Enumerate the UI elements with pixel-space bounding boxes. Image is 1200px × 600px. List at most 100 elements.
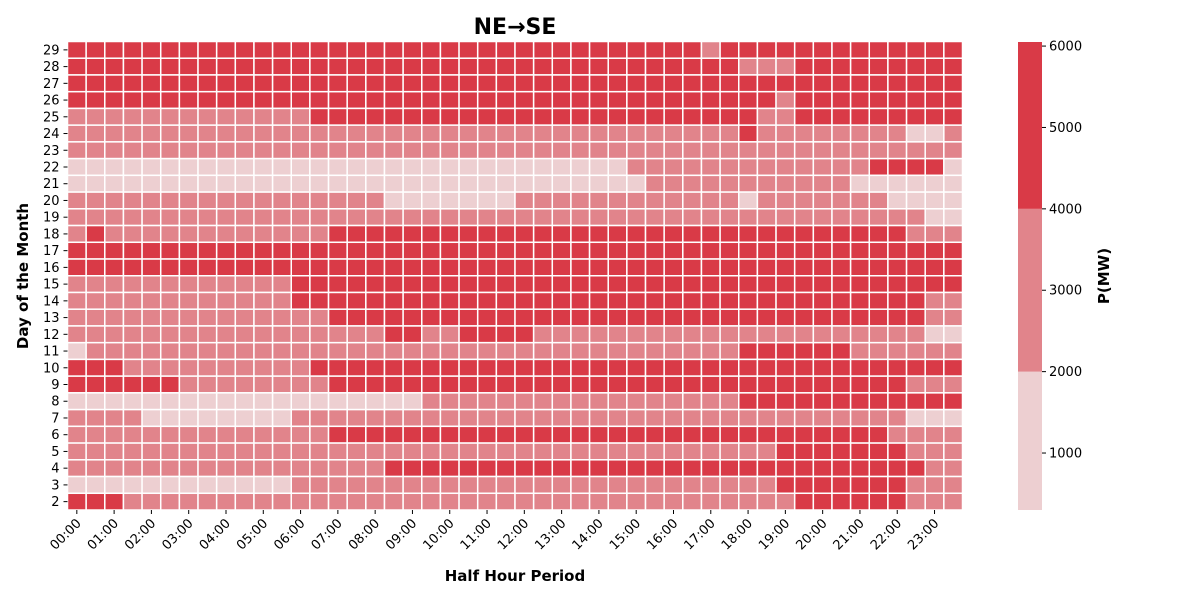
heatmap-cell [85, 191, 106, 210]
heatmap-cell [141, 408, 162, 428]
heatmap-cell [159, 141, 181, 160]
heatmap-cell [327, 258, 348, 277]
heatmap-cell [365, 325, 386, 344]
heatmap-cell [402, 191, 423, 210]
heatmap-cell [402, 174, 423, 193]
y-tick-label: 19 [43, 211, 60, 226]
heatmap-cell [756, 291, 777, 310]
heatmap-cell [66, 258, 87, 277]
heatmap-cell [85, 57, 106, 76]
heatmap-cell [626, 208, 647, 227]
heatmap-cell [141, 475, 162, 495]
heatmap-cell [141, 174, 162, 193]
chart-title: NE→SE [474, 15, 557, 40]
heatmap-cell [495, 291, 516, 310]
heatmap-cell [551, 459, 572, 478]
heatmap-cell [271, 40, 293, 59]
heatmap-cell [476, 442, 498, 461]
heatmap-cell [458, 425, 479, 444]
heatmap-cell [383, 408, 404, 428]
heatmap-cell [159, 275, 181, 294]
heatmap-cell [309, 341, 330, 361]
heatmap-cell [905, 74, 926, 93]
heatmap-cell [197, 191, 218, 210]
heatmap-cell [588, 90, 609, 110]
heatmap-cell [290, 224, 311, 244]
heatmap-cell [122, 475, 143, 495]
heatmap-cell [85, 157, 106, 177]
heatmap-cell [514, 492, 535, 511]
heatmap-cell [532, 308, 554, 327]
heatmap-cell [514, 157, 535, 177]
y-tick-label: 8 [51, 395, 59, 410]
heatmap-cell [607, 475, 628, 495]
heatmap-cell [551, 124, 572, 143]
heatmap-cell [924, 124, 945, 143]
heatmap-cell [570, 57, 591, 76]
heatmap-cell [476, 375, 498, 394]
heatmap-cell [458, 358, 479, 377]
heatmap-cell [346, 442, 367, 461]
heatmap-cell [327, 392, 348, 411]
heatmap-cell [234, 174, 255, 193]
heatmap-cell [719, 141, 740, 160]
y-tick-label: 13 [43, 311, 60, 326]
heatmap-cell [253, 475, 274, 495]
heatmap-cell [551, 174, 572, 193]
heatmap-cell [588, 358, 609, 377]
heatmap-cell [458, 107, 479, 126]
heatmap-cell [458, 174, 479, 193]
heatmap-cell [159, 341, 181, 361]
heatmap-cell [868, 57, 889, 76]
heatmap-cell [924, 392, 945, 411]
heatmap-cell [159, 224, 181, 244]
heatmap-cell [122, 57, 143, 76]
heatmap-cell [924, 191, 945, 210]
heatmap-cell [700, 475, 721, 495]
heatmap-cell [588, 141, 609, 160]
heatmap-cell [644, 141, 665, 160]
heatmap-cell [290, 325, 311, 344]
heatmap-cell [700, 141, 721, 160]
heatmap-cell [234, 57, 255, 76]
heatmap-cell [439, 341, 460, 361]
heatmap-cell [924, 258, 945, 277]
heatmap-cell [700, 375, 721, 394]
x-tick-label: 01:00 [85, 516, 122, 553]
heatmap-cell [738, 74, 759, 93]
heatmap-cell [327, 157, 348, 177]
heatmap-cell [849, 208, 871, 227]
heatmap-cell [719, 475, 740, 495]
heatmap-cell [85, 459, 106, 478]
heatmap-cell [626, 124, 647, 143]
heatmap-cell [793, 341, 815, 361]
heatmap-cell [66, 492, 87, 511]
heatmap-cell [159, 358, 181, 377]
y-tick-label: 17 [43, 244, 60, 259]
heatmap-cell [868, 157, 889, 177]
heatmap-cell [197, 124, 218, 143]
heatmap-cell [234, 208, 255, 227]
heatmap-cell [122, 291, 143, 310]
heatmap-cell [458, 191, 479, 210]
heatmap-cell [905, 325, 926, 344]
heatmap-cell [365, 224, 386, 244]
heatmap-cell [234, 90, 255, 110]
heatmap-cell [495, 157, 516, 177]
heatmap-cell [271, 191, 293, 210]
heatmap-cell [793, 308, 815, 327]
heatmap-cell [215, 425, 237, 444]
heatmap-cell [234, 191, 255, 210]
heatmap-cell [476, 459, 498, 478]
heatmap-cell [849, 442, 871, 461]
heatmap-cell [831, 442, 852, 461]
heatmap-cell [570, 291, 591, 310]
heatmap-cell [551, 358, 572, 377]
heatmap-cell [421, 208, 442, 227]
heatmap-cell [644, 392, 665, 411]
heatmap-cell [159, 208, 181, 227]
heatmap-cell [402, 459, 423, 478]
heatmap-cell [532, 241, 554, 260]
y-tick-label: 2 [51, 495, 59, 510]
colorbar: 1000 2000 3000 4000 5000 6000 [1018, 40, 1082, 510]
